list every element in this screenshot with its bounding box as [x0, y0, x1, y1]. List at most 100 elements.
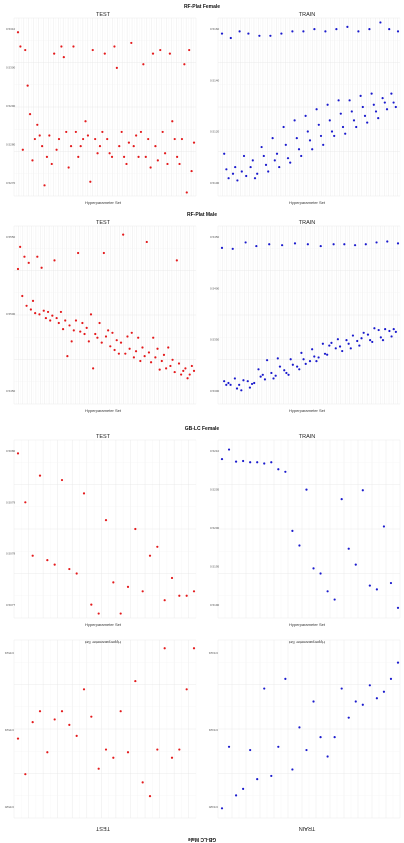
data-point	[377, 117, 380, 120]
data-point	[69, 145, 73, 148]
data-point	[235, 387, 239, 390]
data-point	[227, 381, 230, 385]
data-point	[343, 243, 346, 246]
data-point	[156, 748, 159, 751]
data-point	[67, 166, 70, 169]
data-point	[321, 342, 324, 345]
data-point	[389, 581, 393, 585]
data-point	[81, 321, 84, 325]
data-point	[285, 371, 288, 375]
data-point	[238, 383, 241, 386]
data-point	[257, 368, 260, 371]
data-point	[139, 130, 143, 134]
data-point	[147, 137, 150, 141]
data-point	[352, 119, 356, 122]
data-point	[357, 30, 360, 33]
data-point	[74, 130, 77, 134]
data-point	[298, 544, 301, 547]
data-point	[132, 356, 135, 359]
data-point	[379, 21, 382, 24]
data-point	[94, 332, 97, 336]
data-point	[270, 371, 273, 375]
data-point	[242, 787, 245, 790]
data-point	[333, 735, 336, 739]
data-point	[141, 346, 144, 349]
data-point	[346, 25, 349, 28]
data-point	[90, 603, 93, 606]
data-point	[233, 377, 236, 380]
data-point	[68, 324, 71, 327]
data-point	[280, 32, 283, 35]
data-point	[178, 594, 181, 597]
data-point	[227, 177, 230, 180]
data-point	[50, 162, 53, 166]
data-point	[302, 358, 305, 361]
data-point	[184, 367, 187, 370]
data-point	[296, 365, 299, 368]
data-point	[350, 110, 353, 113]
data-point	[31, 721, 34, 724]
data-point	[134, 679, 137, 683]
data-point	[396, 661, 400, 664]
y-tick-label: 0.5280	[6, 143, 16, 147]
data-point	[154, 145, 157, 148]
data-point	[295, 137, 298, 140]
data-point	[326, 103, 329, 106]
data-point	[60, 478, 64, 482]
data-point	[53, 52, 56, 55]
data-point	[180, 137, 184, 141]
data-point	[160, 359, 163, 363]
y-tick-label: 0.5500	[6, 312, 16, 316]
data-point	[171, 120, 174, 123]
data-point	[250, 382, 254, 386]
data-point	[251, 159, 254, 162]
data-point	[383, 101, 386, 104]
data-point	[361, 105, 364, 109]
data-point	[139, 359, 142, 363]
data-point	[332, 243, 335, 246]
data-point	[371, 340, 374, 344]
data-point	[330, 130, 334, 133]
data-point	[265, 359, 269, 362]
data-point	[223, 380, 226, 383]
data-point	[225, 168, 228, 171]
data-point	[171, 358, 174, 361]
data-point	[109, 345, 112, 348]
data-point	[158, 368, 161, 371]
data-point	[127, 141, 130, 144]
data-point	[137, 336, 140, 339]
data-point	[231, 172, 235, 175]
data-point	[167, 346, 170, 349]
section-title: GB-LC Female	[185, 426, 220, 432]
data-point	[53, 563, 56, 566]
section-title: GB-LC Male	[188, 836, 217, 842]
data-point	[60, 710, 64, 713]
data-point	[96, 336, 99, 339]
data-point	[366, 121, 369, 124]
data-point	[244, 241, 247, 244]
data-point	[192, 590, 196, 593]
data-point	[220, 32, 224, 35]
data-point	[381, 97, 384, 100]
data-point	[362, 331, 365, 334]
y-tick-label: 0.5080	[6, 449, 16, 453]
data-point	[118, 145, 121, 148]
data-point	[300, 351, 303, 354]
data-point	[223, 152, 226, 155]
data-point	[124, 352, 127, 355]
data-point	[319, 134, 323, 138]
data-point	[38, 134, 41, 137]
panel-title: TEST	[96, 12, 111, 18]
data-point	[291, 363, 294, 366]
data-point	[373, 327, 376, 330]
data-point	[287, 373, 290, 376]
data-point	[278, 165, 281, 169]
data-point	[119, 612, 122, 615]
data-point	[377, 328, 380, 332]
data-point	[354, 563, 357, 566]
data-point	[270, 461, 273, 464]
data-point	[304, 362, 307, 365]
data-point	[246, 380, 249, 383]
data-point	[176, 155, 179, 158]
y-tick-label: 0.5270	[6, 181, 16, 185]
